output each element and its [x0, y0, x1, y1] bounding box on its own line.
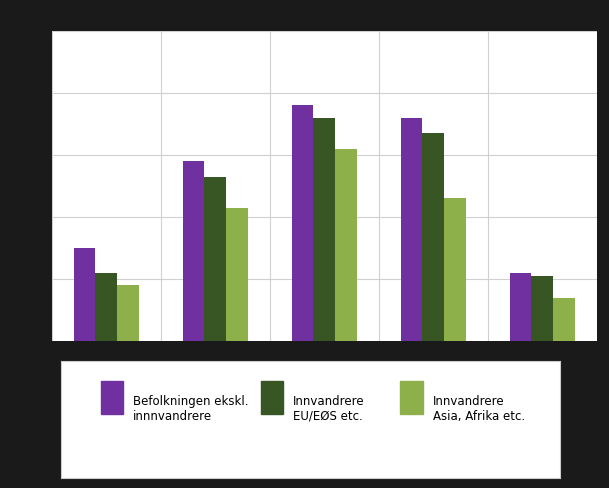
Bar [423, 134, 444, 342]
Bar [261, 381, 283, 414]
Bar [74, 249, 96, 342]
Text: Innvandrere
Asia, Afrika etc.: Innvandrere Asia, Afrika etc. [433, 394, 525, 422]
Bar [205, 177, 226, 342]
Bar [117, 286, 139, 342]
Bar [553, 298, 575, 342]
Bar [510, 273, 532, 342]
Bar [314, 119, 335, 342]
Bar [292, 106, 314, 342]
Text: Befolkningen ekskl.
innnvandrere: Befolkningen ekskl. innnvandrere [133, 394, 249, 422]
Bar [226, 208, 248, 342]
Text: Innvandrere
EU/EØS etc.: Innvandrere EU/EØS etc. [293, 394, 365, 422]
Bar [532, 277, 553, 342]
Bar [401, 381, 423, 414]
Bar [335, 149, 357, 342]
Bar [96, 273, 117, 342]
Bar [444, 199, 466, 342]
Bar [183, 162, 205, 342]
Bar [401, 119, 423, 342]
Bar [101, 381, 123, 414]
